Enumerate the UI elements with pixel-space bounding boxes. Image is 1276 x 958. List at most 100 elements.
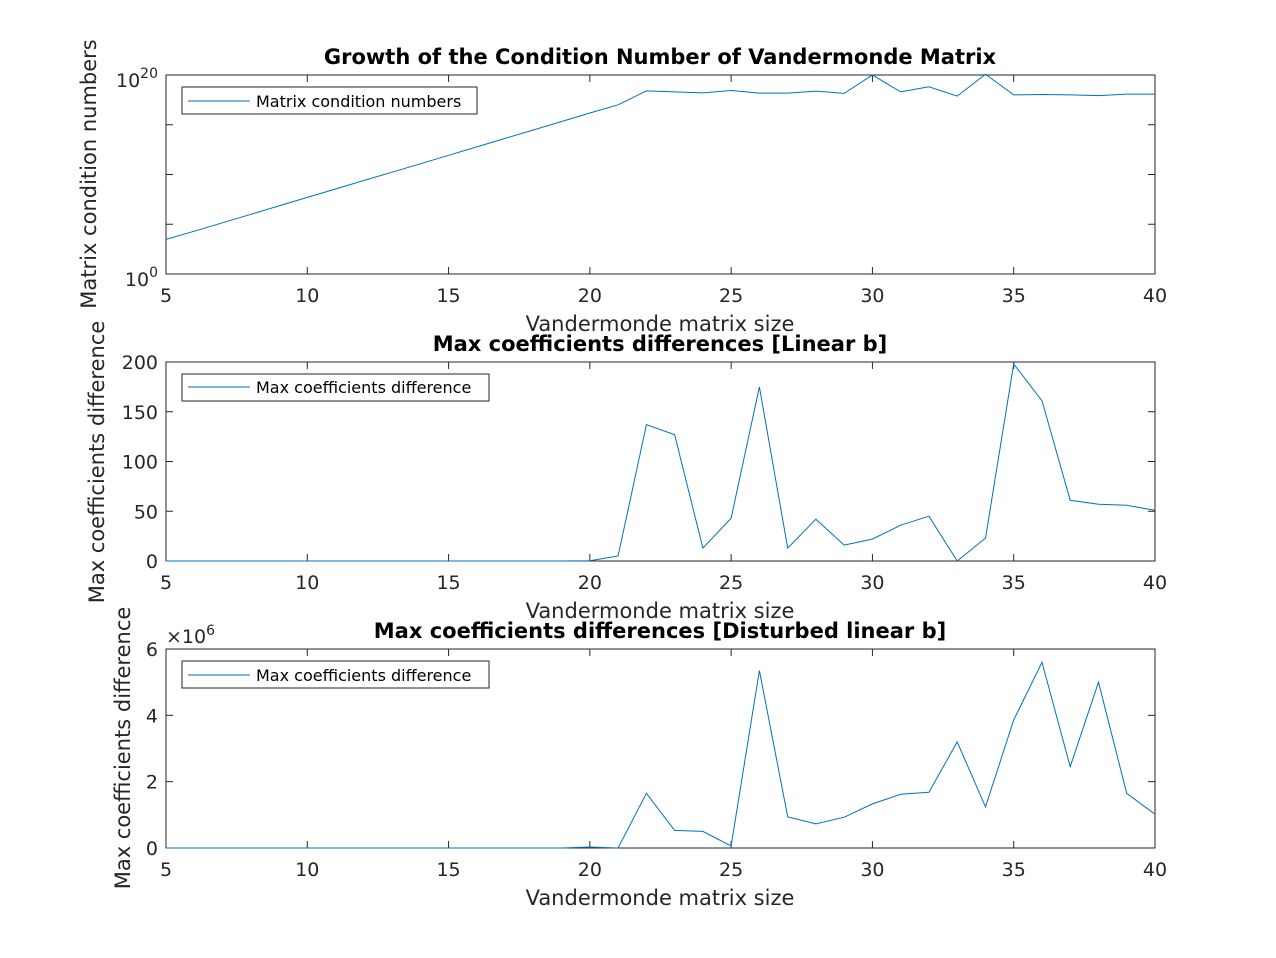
y-axis-label: Max coefficients difference — [111, 607, 135, 890]
legend: Max coefficients difference — [181, 373, 490, 402]
data-point — [193, 230, 195, 232]
data-point — [306, 196, 308, 198]
data-point — [221, 222, 223, 224]
x-tick-label: 30 — [860, 859, 884, 881]
x-tick-label: 5 — [160, 859, 172, 881]
x-tick-label: 20 — [578, 572, 602, 594]
data-point — [871, 538, 873, 540]
data-point — [928, 515, 930, 517]
data-point — [250, 560, 252, 562]
data-point — [900, 91, 902, 93]
subplot-disturbed-linear-b: 5 10 15 20 25 30 35 40 0 2 4 6 Max coefficients dif… — [111, 607, 1167, 910]
data-point — [221, 560, 223, 562]
exponent-prefix: ×10 — [166, 626, 206, 648]
data-point — [1097, 94, 1099, 96]
legend-entry: Max coefficients difference — [256, 378, 471, 397]
x-tick-label: 20 — [578, 859, 602, 881]
x-tick-label: 25 — [719, 285, 743, 307]
x-tick-label: 15 — [436, 572, 460, 594]
data-point — [476, 146, 478, 148]
series-line-disturbed-linear-b — [166, 660, 1156, 849]
x-axis-label: Vandermonde matrix size — [526, 312, 795, 336]
data-point — [447, 560, 449, 562]
x-tick-label: 15 — [436, 285, 460, 307]
y-tick-label: 100 — [122, 452, 158, 474]
data-point — [702, 92, 704, 94]
data-point — [928, 86, 930, 88]
subplot-condition-numbers: 5 10 15 20 25 30 35 40 Growth of the Condition … — [77, 39, 1167, 336]
y-tick-label: 2 — [146, 772, 158, 794]
y-axis-label: Matrix condition numbers — [77, 39, 101, 308]
legend-entry: Matrix condition numbers — [256, 92, 461, 111]
y-exponent-label: ×106 — [166, 623, 215, 648]
chart-title: Max coefficients differences [Disturbed … — [374, 619, 946, 643]
data-point — [221, 847, 223, 849]
data-point — [1097, 681, 1099, 683]
data-point — [871, 74, 873, 76]
data-point — [1069, 499, 1071, 501]
data-point — [787, 547, 789, 549]
data-point — [532, 847, 534, 849]
data-point — [617, 104, 619, 106]
x-tick-label: 40 — [1143, 859, 1167, 881]
data-point — [956, 95, 958, 97]
data-point — [1069, 766, 1071, 768]
data-point — [1126, 93, 1128, 95]
x-tick-label: 10 — [295, 285, 319, 307]
data-point — [673, 829, 675, 831]
data-point — [815, 823, 817, 825]
data-point — [645, 792, 647, 794]
data-point — [702, 547, 704, 549]
data-point — [956, 560, 958, 562]
y-tick-label-1e20: 1020 — [116, 66, 158, 92]
data-point — [193, 560, 195, 562]
data-point — [560, 847, 562, 849]
data-point — [1013, 94, 1015, 96]
x-tick-label: 40 — [1143, 572, 1167, 594]
data-point — [617, 555, 619, 557]
series-line-condition-numbers — [165, 73, 1155, 240]
y-tick-label: 0 — [146, 551, 158, 573]
exponent-power: 6 — [206, 623, 215, 639]
data-point — [532, 129, 534, 131]
data-point — [1041, 661, 1043, 663]
data-point — [758, 386, 760, 388]
y-tick-label: 150 — [122, 402, 158, 424]
data-point — [278, 847, 280, 849]
data-point — [928, 791, 930, 793]
data-point — [504, 560, 506, 562]
data-point — [476, 560, 478, 562]
data-point — [673, 433, 675, 435]
data-point — [391, 560, 393, 562]
data-point — [504, 847, 506, 849]
axes-box — [165, 648, 1156, 849]
legend-entry: Max coefficients difference — [256, 666, 471, 685]
data-point — [419, 847, 421, 849]
data-point — [1154, 93, 1156, 95]
data-point — [843, 816, 845, 818]
data-point — [1069, 94, 1071, 96]
axis-ticks: 5 10 15 20 25 30 35 40 0 50 100 150 200 — [122, 352, 1167, 594]
data-point — [334, 188, 336, 190]
data-point — [1013, 719, 1015, 721]
data-point — [306, 560, 308, 562]
x-tick-label: 30 — [860, 285, 884, 307]
axis-ticks: 5 10 15 20 25 30 35 40 0 2 4 6 — [146, 639, 1167, 881]
data-point — [334, 560, 336, 562]
y-tick-label-1e0: 100 — [125, 265, 158, 291]
data-point — [673, 91, 675, 93]
data-point — [165, 560, 167, 562]
data-point — [306, 847, 308, 849]
data-point — [1097, 503, 1099, 505]
data-point — [900, 793, 902, 795]
data-point — [560, 120, 562, 122]
x-tick-label: 20 — [578, 285, 602, 307]
y-tick-label: 50 — [134, 501, 158, 523]
data-point — [419, 163, 421, 165]
x-tick-label: 10 — [295, 859, 319, 881]
data-point — [391, 171, 393, 173]
data-point — [730, 517, 732, 519]
x-tick-label: 35 — [1002, 859, 1026, 881]
data-point — [447, 154, 449, 156]
